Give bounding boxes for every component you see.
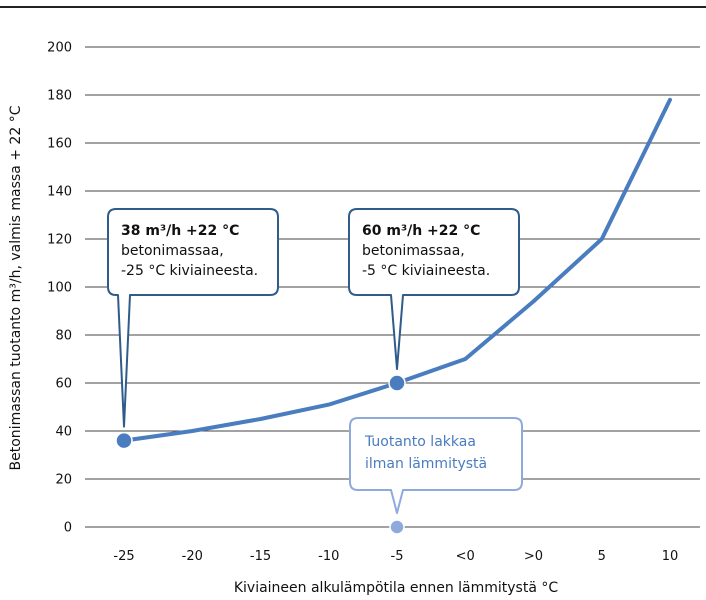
callout-box [349,417,523,514]
x-tick-labels: -25 -20 -15 -10 -5 <0 >0 5 10 [113,549,678,564]
series [115,97,672,535]
annotations: 38 m³/h +22 °C betonimassaa, -25 °C kiviai… [107,208,523,514]
y-tick-labels: 0 20 40 60 80 100 120 140 160 180 200 [47,41,72,536]
x-axis-title: Kiviaineen alkulämpötila ennen lämmityst… [234,580,559,596]
y-axis-title: Betonimassan tuotanto m³/h, valmis massa… [8,105,24,470]
callout-line: betonimassaa, [121,243,224,259]
callout-title: 38 m³/h +22 °C [121,223,239,239]
y-tick-label: 100 [47,281,72,296]
callout-line: Tuotanto lakkaa [364,434,476,450]
y-tick-label: 180 [47,89,72,104]
x-tick-label: -25 [113,549,134,564]
data-point [388,374,406,392]
y-tick-label: 160 [47,137,72,152]
callout-title: 60 m³/h +22 °C [362,223,480,239]
callout-line: betonimassaa, [362,243,465,259]
callout-line: -25 °C kiviaineesta. [121,263,258,279]
callout: 38 m³/h +22 °C betonimassaa, -25 °C kiviai… [107,208,279,428]
callout-box [348,208,520,370]
x-tick-label: -15 [250,549,271,564]
x-tick-label: 5 [598,549,606,564]
x-tick-label: >0 [524,549,543,564]
x-tick-label: -20 [182,549,203,564]
x-tick-label: -5 [391,549,404,564]
y-tick-label: 80 [55,329,72,344]
x-tick-label: -10 [318,549,339,564]
data-point [389,519,405,535]
x-tick-label: 10 [662,549,679,564]
y-tick-label: 200 [47,41,72,56]
y-tick-label: 120 [47,233,72,248]
y-tick-label: 140 [47,185,72,200]
y-tick-label: 0 [64,521,72,536]
data-point [115,431,133,450]
callout-line: ilman lämmitystä [365,456,487,472]
y-tick-label: 20 [55,473,72,488]
y-tick-label: 60 [55,377,72,392]
callout-box [107,208,279,428]
callout: Tuotanto lakkaa ilman lämmitystä [349,417,523,514]
callout: 60 m³/h +22 °C betonimassaa, -5 °C kiviain… [348,208,520,370]
x-tick-label: <0 [456,549,475,564]
y-tick-label: 40 [55,425,72,440]
callout-line: -5 °C kiviaineesta. [362,263,490,279]
